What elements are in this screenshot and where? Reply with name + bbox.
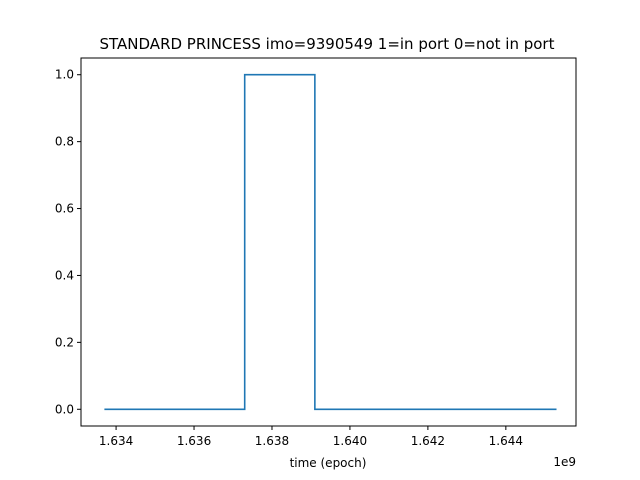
- series-layer: [104, 73, 557, 411]
- x-tick-label: 1.634: [99, 434, 133, 448]
- x-tick-label: 1.636: [177, 434, 211, 448]
- x-axis-offset-label: 1e9: [553, 455, 576, 469]
- x-tick-label: 1.638: [255, 434, 289, 448]
- y-tick-label: 0.2: [55, 335, 74, 349]
- x-axis-label: time (epoch): [290, 456, 367, 470]
- x-tick-label: 1.644: [489, 434, 523, 448]
- y-tick-label: 0.4: [55, 268, 74, 282]
- y-tick-label: 0.8: [55, 135, 74, 149]
- series-line-0: [104, 73, 557, 411]
- chart-title: STANDARD PRINCESS imo=9390549 1=in port …: [100, 35, 555, 53]
- plot-frame: [80, 57, 577, 427]
- y-tick-label: 1.0: [55, 68, 74, 82]
- y-tick-label: 0.0: [55, 402, 74, 416]
- x-tick-label: 1.640: [333, 434, 367, 448]
- x-tick-label: 1.642: [411, 434, 445, 448]
- y-axis-ticks: 0.0 0.2 0.4 0.6 0.8 1.0: [55, 68, 81, 416]
- y-tick-label: 0.6: [55, 202, 74, 216]
- x-axis-ticks: 1.634 1.636 1.638 1.640 1.642 1.644: [99, 426, 523, 448]
